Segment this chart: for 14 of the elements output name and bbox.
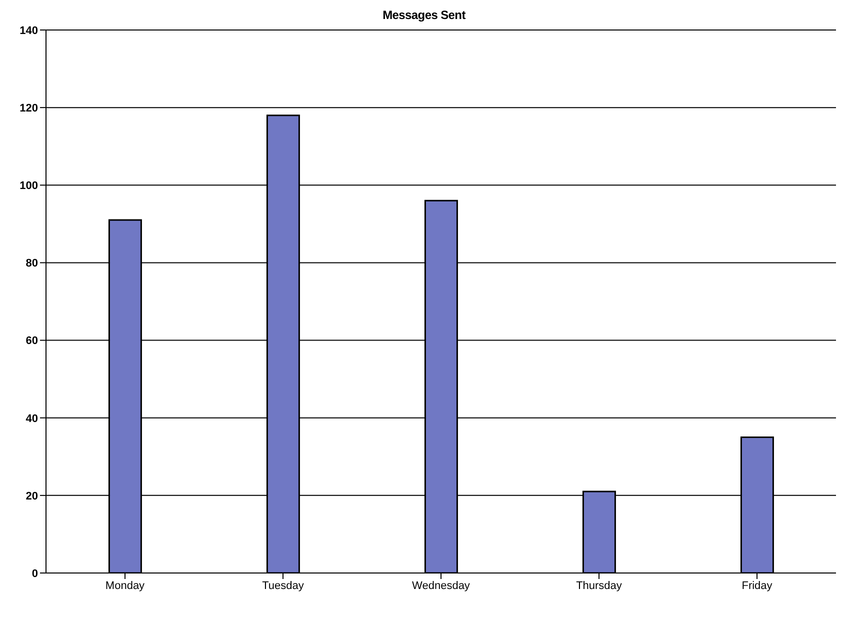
y-tick-label: 100 — [20, 180, 38, 192]
x-tick-label: Wednesday — [412, 580, 470, 592]
x-tick-label: Friday — [742, 580, 773, 592]
y-tick-label: 140 — [20, 24, 38, 37]
x-tick-label: Thursday — [576, 580, 622, 592]
y-tick-label: 40 — [26, 412, 38, 425]
y-tick-label: 20 — [26, 490, 38, 502]
y-tick-label: 120 — [20, 102, 38, 114]
y-tick-label: 60 — [26, 335, 38, 348]
x-tick-label: Tuesday — [262, 580, 304, 592]
chart-title: Messages Sent — [382, 8, 467, 22]
y-tick-label: 80 — [26, 258, 38, 270]
y-tick-label: 0 — [32, 568, 38, 580]
x-tick-label: Monday — [105, 580, 146, 592]
